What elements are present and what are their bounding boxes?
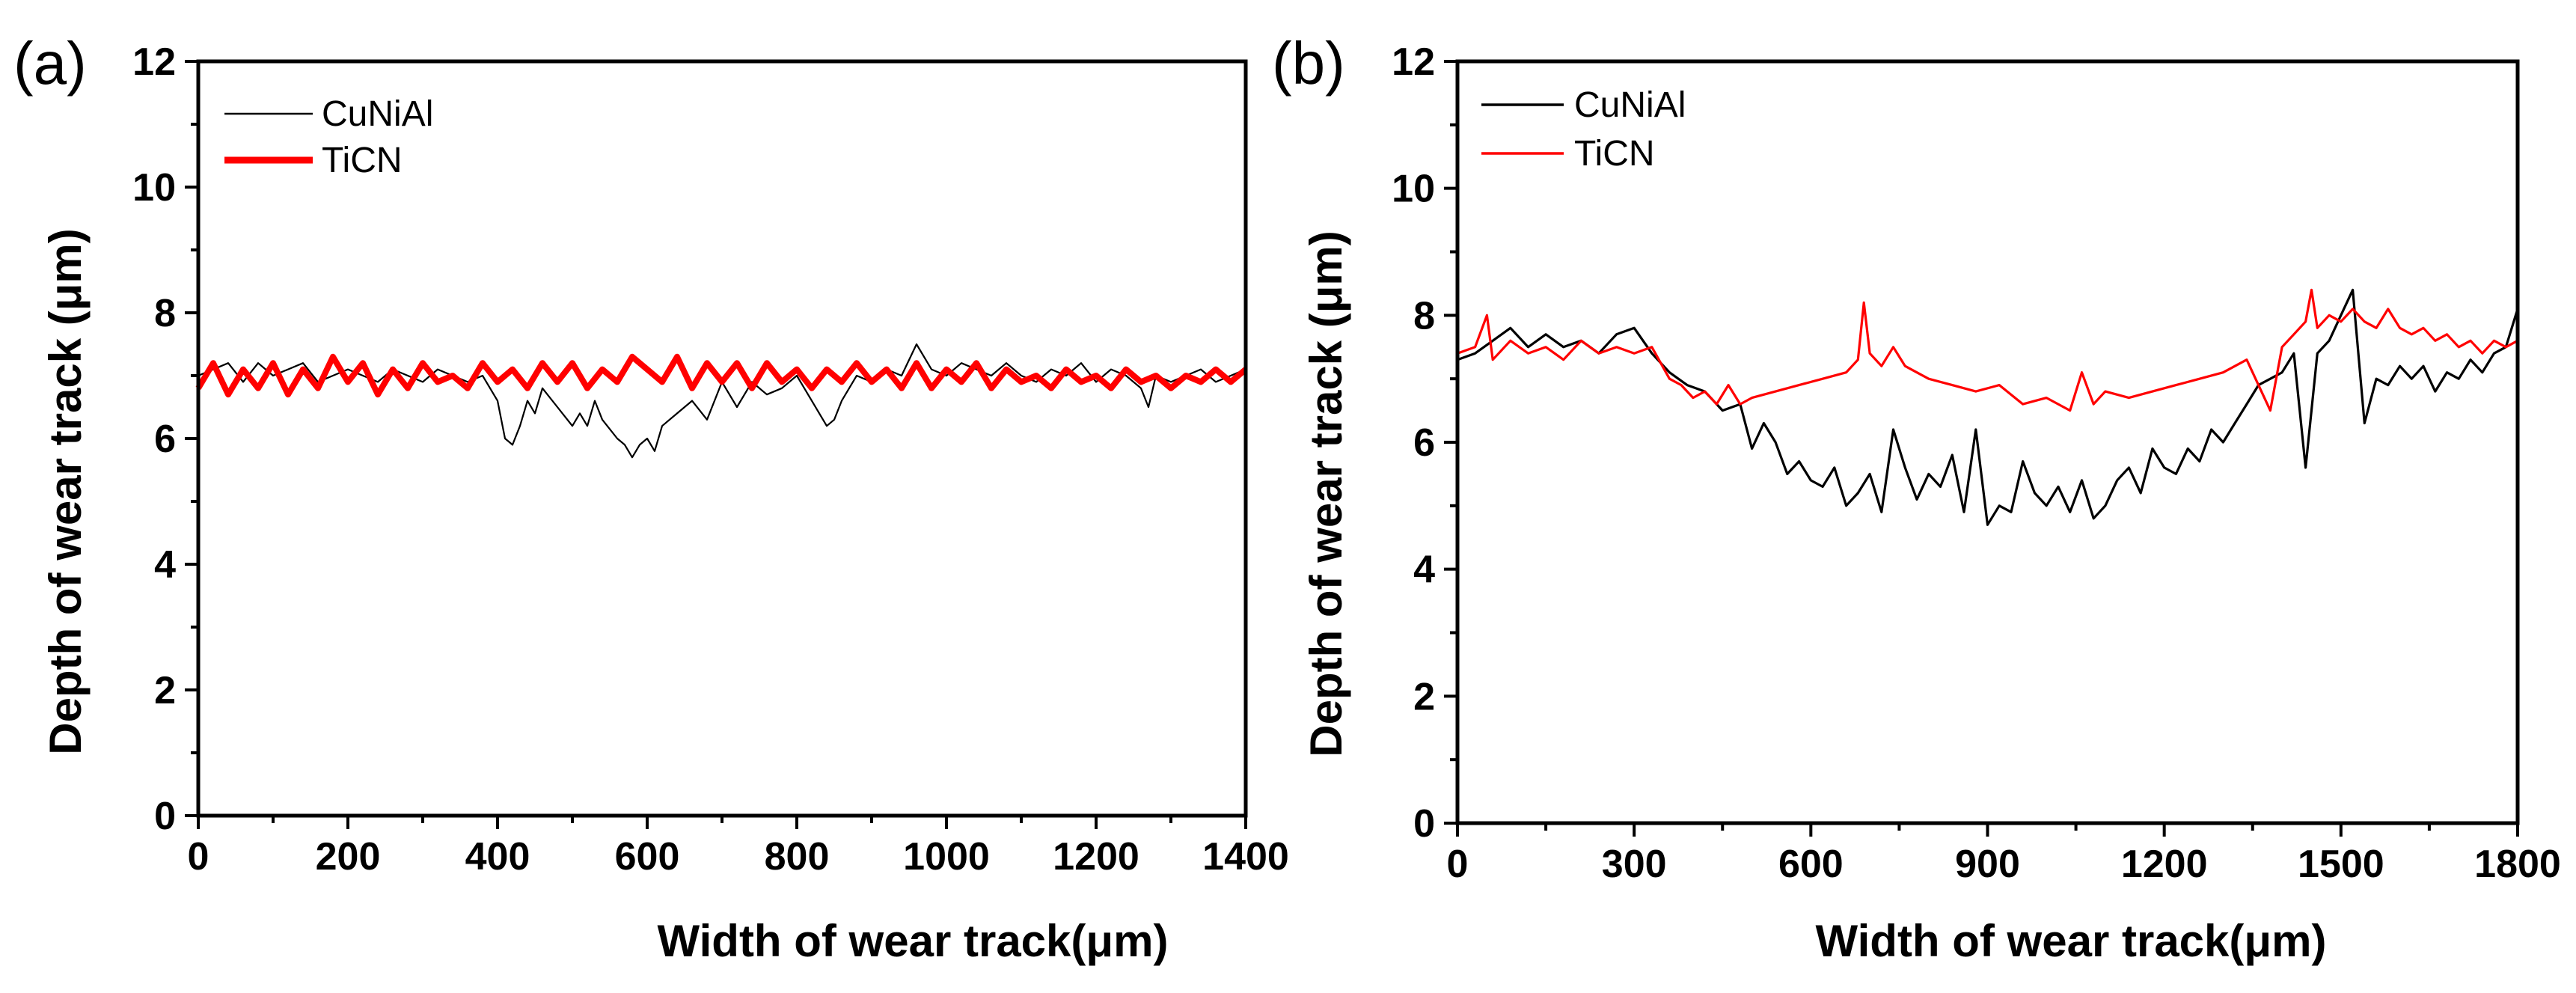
legend-label-cunial-a: CuNiAl: [322, 94, 433, 134]
y-tick-label-b: 6: [1413, 421, 1435, 465]
y-tick-label-b: 0: [1413, 802, 1435, 846]
series-line-cunial-b: [1457, 288, 2519, 526]
panel-label-a: (a): [13, 30, 87, 97]
chart-panel-a: (a) Depth of wear track (μm) Width of we…: [13, 30, 1289, 966]
x-tick-label-a: 200: [316, 835, 381, 879]
x-tick-label-b: 1500: [2298, 843, 2384, 886]
x-tick-label-b: 300: [1602, 843, 1667, 886]
x-tick-label-b: 0: [1447, 843, 1469, 886]
x-tick-label-a: 1400: [1202, 835, 1289, 879]
x-tick-label-a: 1200: [1053, 835, 1139, 879]
legend-label-ticn-a: TiCN: [322, 141, 403, 180]
y-tick-label-b: 2: [1413, 675, 1435, 718]
plot-area-a: 0 200 400 600 800 1000 1200 1400 0 2 4 6 8 10 12: [132, 40, 1289, 879]
x-axis-title-b: Width of wear track(μm): [1816, 916, 2327, 966]
y-tick-label-a: 0: [154, 795, 176, 838]
chart-panel-b: (b) Depth of wear track (μm) Width of we…: [1272, 30, 2561, 966]
y-tick-label-a: 2: [154, 669, 176, 712]
x-tick-label-a: 800: [765, 835, 830, 879]
legend-label-ticn-b: TiCN: [1574, 134, 1655, 174]
y-tick-label-b: 10: [1392, 168, 1435, 211]
x-tick-label-a: 400: [465, 835, 530, 879]
x-tick-label-b: 1800: [2474, 843, 2561, 886]
x-axis-title-a: Width of wear track(μm): [658, 916, 1169, 966]
series-line-cunial-a: [198, 343, 1246, 459]
y-tick-label-a: 6: [154, 418, 176, 461]
y-tick-label-a: 8: [154, 292, 176, 335]
y-tick-label-b: 12: [1392, 40, 1435, 84]
x-tick-label-a: 600: [615, 835, 680, 879]
y-tick-label-b: 8: [1413, 294, 1435, 337]
plot-frame-b: [1455, 59, 2520, 825]
panel-label-b: (b): [1272, 30, 1345, 97]
y-tick-label-a: 10: [132, 166, 176, 210]
y-axis-title-a: Depth of wear track (μm): [40, 228, 91, 755]
x-tick-label-b: 900: [1955, 843, 2020, 886]
x-tick-label-b: 600: [1778, 843, 1844, 886]
y-tick-label-a: 12: [132, 40, 176, 84]
legend-a: CuNiAl TiCN: [224, 94, 433, 180]
series-line-ticn-a: [195, 353, 1248, 398]
x-tick-label-a: 0: [188, 835, 209, 879]
x-tick-label-b: 1200: [2121, 843, 2208, 886]
legend-b: CuNiAl TiCN: [1481, 85, 1686, 174]
y-axis-title-b: Depth of wear track (μm): [1301, 230, 1351, 757]
series-line-ticn-b: [1457, 288, 2518, 412]
y-tick-label-b: 4: [1413, 549, 1435, 592]
legend-label-cunial-b: CuNiAl: [1574, 85, 1686, 125]
x-tick-label-a: 1000: [903, 835, 990, 879]
plot-area-b: 0 300 600 900 1200 1500 1800 0 2 4 6 8 10 12: [1392, 40, 2561, 886]
y-tick-label-a: 4: [154, 543, 176, 587]
